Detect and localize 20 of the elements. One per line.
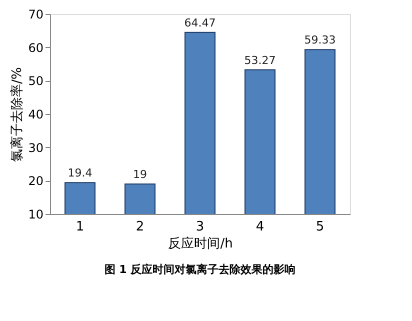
data-label: 53.27	[244, 54, 276, 67]
x-axis-title: 反应时间/h	[168, 236, 233, 252]
caption: 图 1 反应时间对氯离子去除效果的影响	[104, 263, 296, 276]
y-tick-label: 60	[28, 40, 44, 55]
data-label: 64.47	[184, 16, 216, 30]
x-tick-label: 5	[316, 220, 324, 234]
x-tick-label: 4	[256, 220, 264, 234]
y-tick-label: 70	[28, 8, 44, 22]
y-tick-label: 30	[28, 140, 44, 155]
data-label: 59.33	[304, 34, 336, 47]
x-tick-label: 1	[76, 220, 84, 234]
y-axis-title: 氯离子去除率/%	[9, 67, 26, 162]
x-tick-label: 3	[196, 220, 204, 234]
y-tick-label: 20	[28, 174, 44, 188]
y-tick-label: 40	[28, 108, 44, 122]
y-tick-label: 50	[28, 74, 44, 88]
x-tick-label: 2	[136, 220, 144, 234]
data-label: 19	[133, 168, 147, 181]
data-label: 19.4	[68, 166, 92, 180]
y-tick-label: 10	[28, 208, 44, 222]
